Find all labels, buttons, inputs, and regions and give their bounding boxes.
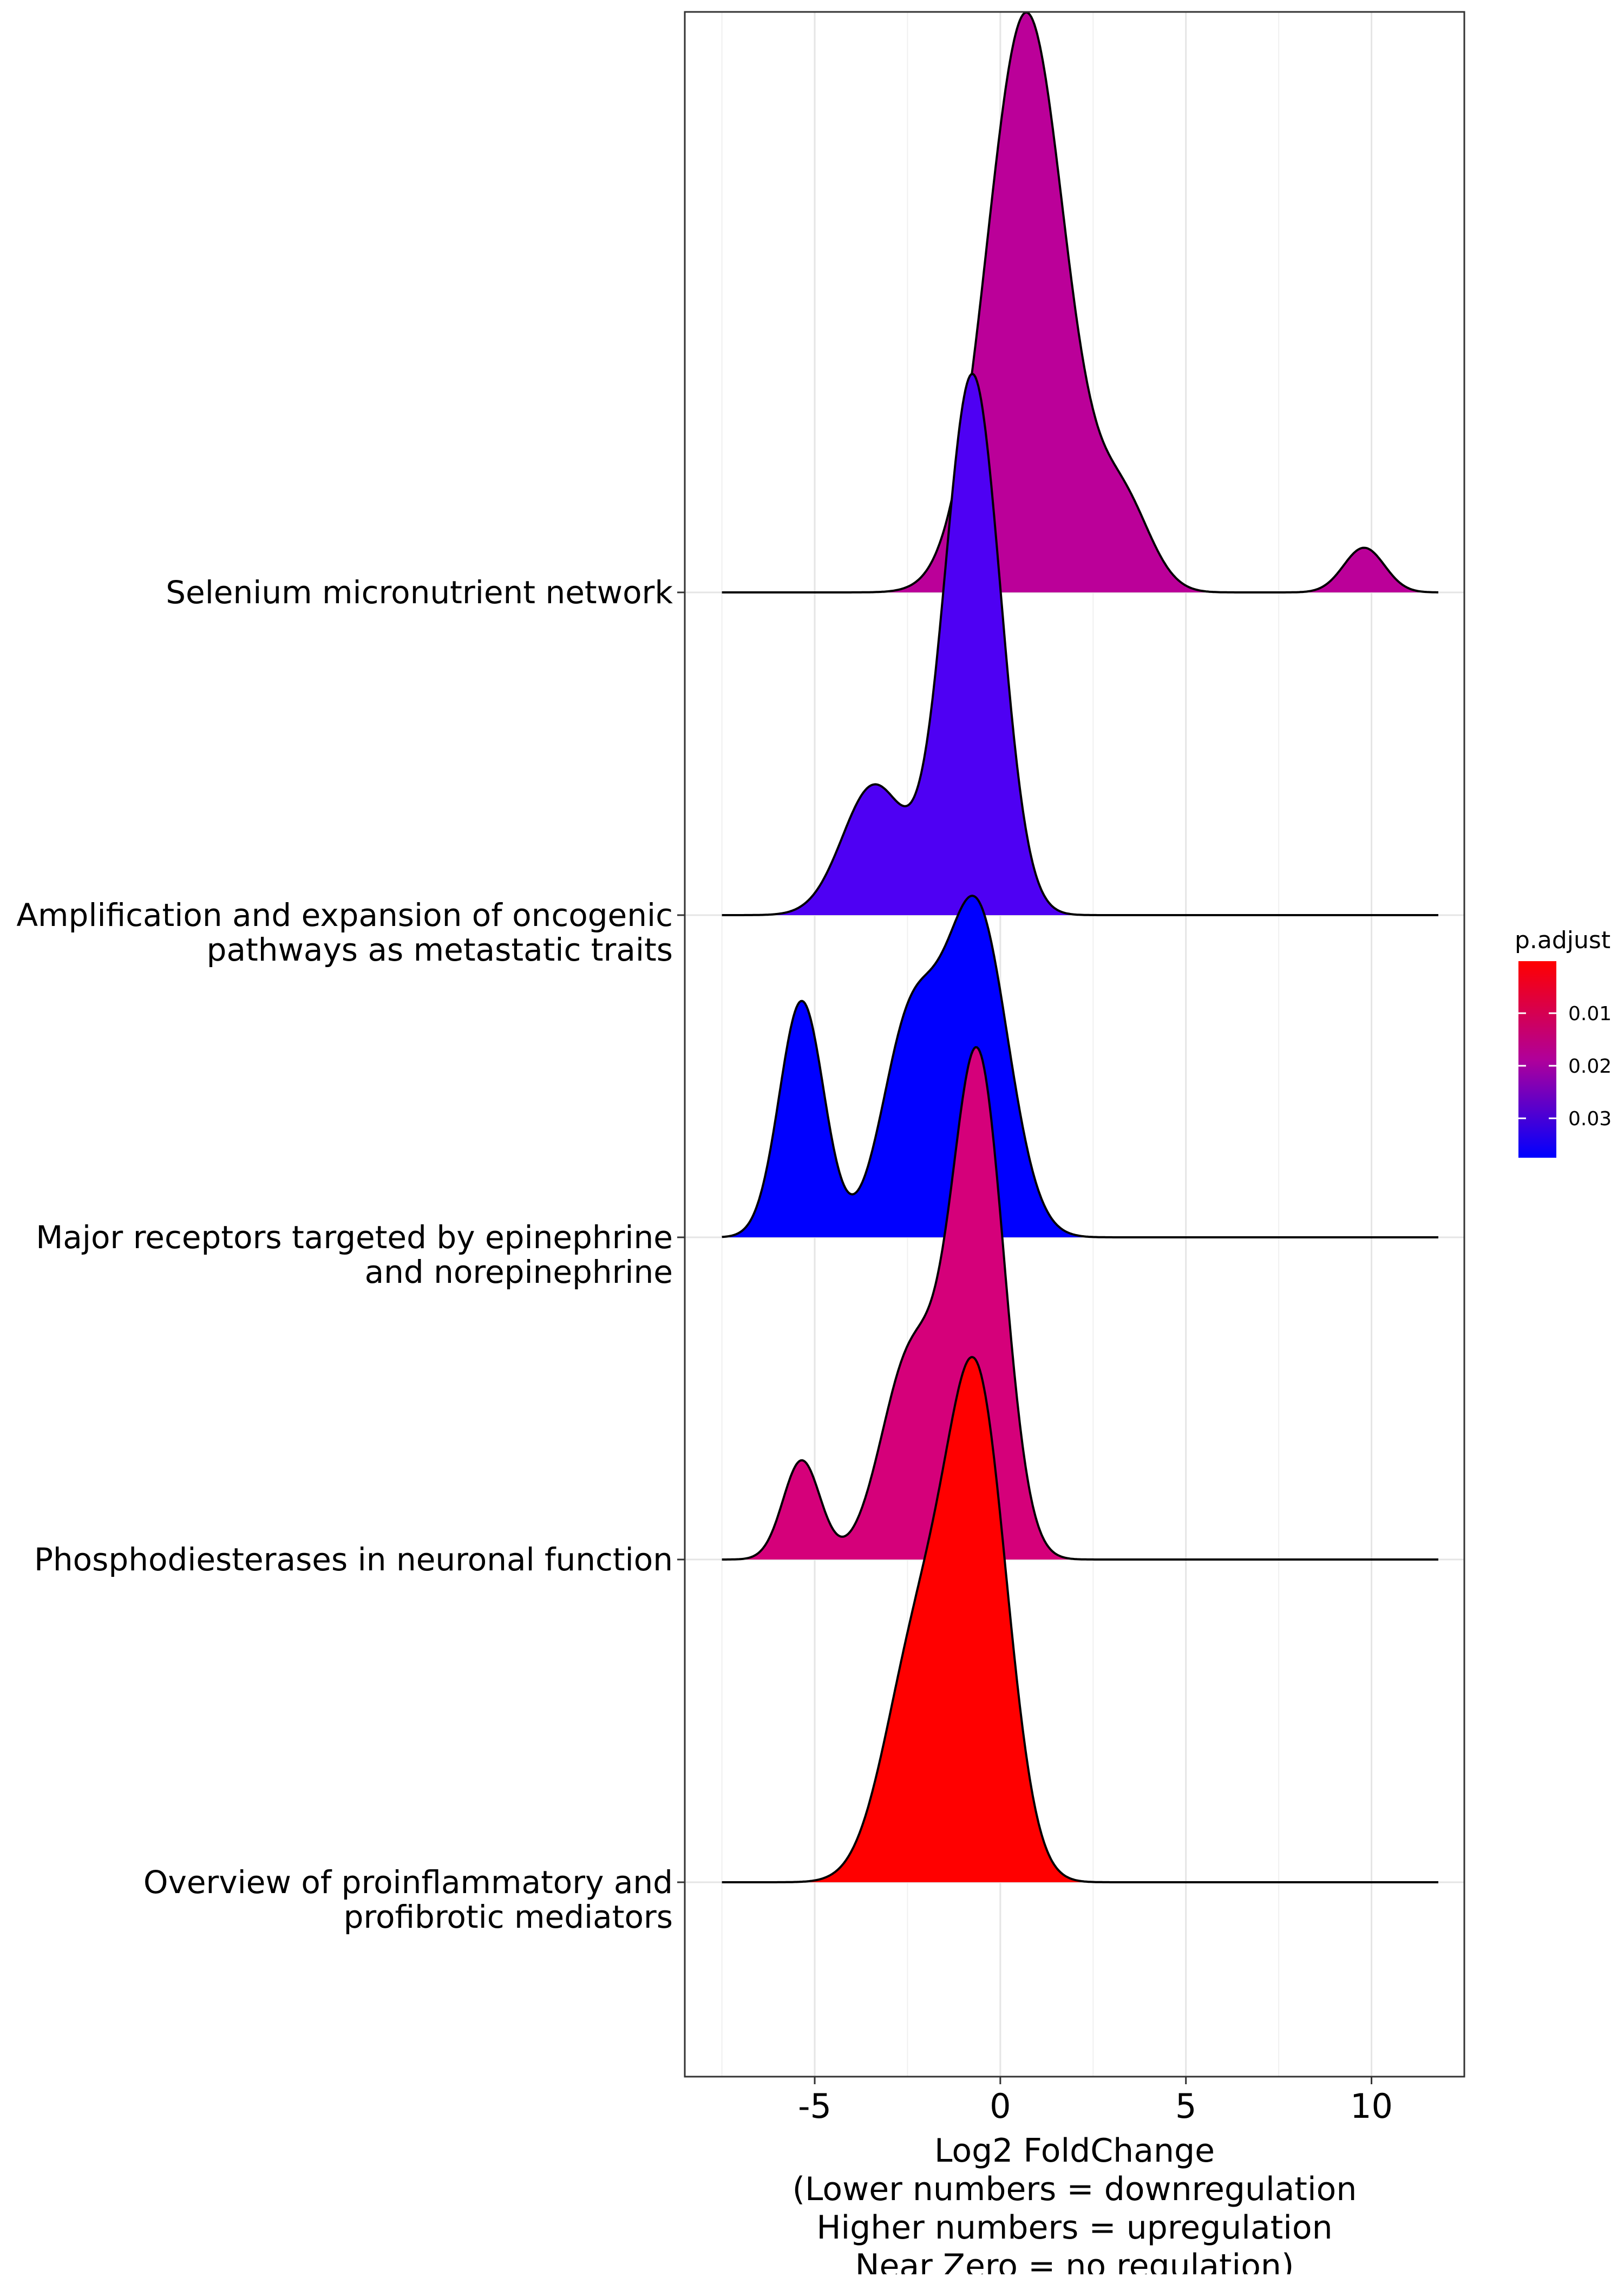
ridge-series-1 — [722, 11, 1438, 593]
y-axis-label-line: Amplification and expansion of oncogenic — [16, 897, 673, 934]
y-axis: Selenium micronutrient network Amplificat… — [16, 574, 685, 1935]
ridge-series-5 — [722, 1356, 1438, 1883]
ridge-series-2 — [722, 373, 1438, 916]
x-axis-title-line: Near Zero = no regulation) — [855, 2247, 1294, 2274]
ridge-series-4 — [722, 1046, 1438, 1561]
ridge-outline — [722, 895, 1438, 1238]
y-axis-label-line: pathways as metastatic traits — [207, 931, 673, 968]
y-axis-label-line: Phosphodiesterases in neuronal function — [34, 1541, 673, 1578]
x-axis-title: Log2 FoldChange(Lower numbers = downregu… — [793, 2132, 1357, 2277]
legend: p.adjust 0.01 0.02 0.03 — [1515, 927, 1612, 1158]
x-tick-label: 0 — [990, 2086, 1011, 2126]
x-axis-title-line: (Lower numbers = downregulation — [793, 2170, 1357, 2208]
ridge-outline — [722, 11, 1438, 593]
x-axis: -5 0 5 10 — [798, 2077, 1393, 2126]
x-axis-title-line: Log2 FoldChange — [934, 2132, 1215, 2170]
x-tick-label: -5 — [798, 2086, 831, 2126]
x-tick-label: 10 — [1350, 2086, 1393, 2126]
y-axis-label: Phosphodiesterases in neuronal function — [34, 1541, 673, 1578]
ridge-outline — [722, 373, 1438, 916]
ridges-layer — [722, 11, 1438, 1883]
x-tick-label: 5 — [1175, 2086, 1196, 2126]
panel-border — [684, 11, 1465, 2078]
ridge-area — [722, 12, 1438, 592]
y-axis-label-line: profibrotic mediators — [344, 1898, 673, 1935]
ridge-area — [722, 1357, 1438, 1882]
ridge-area — [722, 1047, 1438, 1560]
legend-colorbar — [1518, 961, 1556, 1158]
legend-tick-label: 0.01 — [1568, 1003, 1612, 1025]
y-axis-label-line: Overview of proinflammatory and — [143, 1864, 673, 1901]
ridge-outline — [722, 1046, 1438, 1561]
x-axis-title-line: Higher numbers = upregulation — [816, 2209, 1332, 2247]
ridge-outline — [722, 1356, 1438, 1883]
ridge-series-3 — [722, 895, 1438, 1238]
y-axis-label-line: and norepinephrine — [365, 1254, 673, 1290]
legend-tick-label: 0.03 — [1568, 1108, 1612, 1130]
ridge-area — [722, 896, 1438, 1237]
legend-title: p.adjust — [1515, 927, 1610, 954]
y-axis-label-line: Selenium micronutrient network — [166, 574, 673, 611]
y-axis-label-line: Major receptors targeted by epinephrine — [36, 1219, 673, 1256]
y-axis-label: Amplification and expansion of oncogenic… — [16, 897, 673, 968]
y-axis-label: Selenium micronutrient network — [166, 574, 673, 611]
y-axis-label: Major receptors targeted by epinephrine a… — [36, 1219, 673, 1290]
y-axis-label: Overview of proinflammatory and profibrot… — [143, 1864, 673, 1935]
legend-tick-label: 0.02 — [1568, 1055, 1612, 1078]
